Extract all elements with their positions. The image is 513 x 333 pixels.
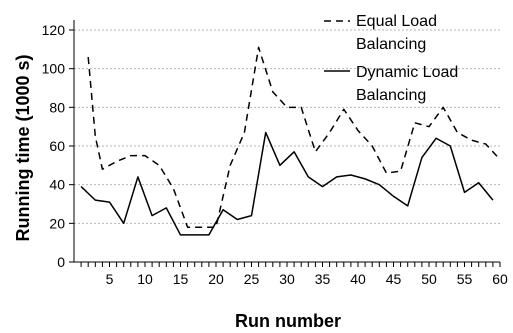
series-line-equal-load-balancing [87,46,501,228]
legend-label-equal-line1: Equal Load [356,13,437,30]
y-axis-title: Running time (1000 s) [13,54,33,241]
legend-label-equal-line2: Balancing [356,36,426,53]
y-tick-label-60: 60 [49,138,65,154]
x-tick-labels: 5 10 15 20 25 30 35 40 45 50 55 60 [106,271,508,287]
x-tick-label-25: 25 [244,271,260,287]
x-tick-label-50: 50 [421,271,437,287]
y-tick-labels: 0 20 40 60 80 100 120 [42,22,66,270]
y-tick-label-80: 80 [49,99,65,115]
x-tick-label-30: 30 [279,271,295,287]
y-tick-label-40: 40 [49,177,65,193]
legend-label-dynamic-line2: Balancing [356,87,426,104]
y-tick-label-0: 0 [57,254,65,270]
x-axis-title: Run number [235,311,341,331]
series-lines [80,46,501,236]
x-tick-label-10: 10 [137,271,153,287]
legend-label-dynamic-line1: Dynamic Load [356,64,458,81]
x-tick-label-55: 55 [457,271,473,287]
y-tick-label-20: 20 [49,215,65,231]
x-tick-label-45: 45 [386,271,402,287]
gridlines [74,29,500,224]
x-tick-label-20: 20 [208,271,224,287]
x-tick-label-5: 5 [106,271,114,287]
x-tick-label-15: 15 [173,271,189,287]
axes [69,20,501,267]
series-line-dynamic-load-balancing [80,131,494,236]
x-tick-label-60: 60 [492,271,508,287]
x-tick-label-40: 40 [350,271,366,287]
y-tick-label-120: 120 [42,22,66,38]
y-tick-label-100: 100 [42,61,66,77]
x-tick-label-35: 35 [315,271,331,287]
legend: Equal Load Balancing Dynamic Load Balanc… [324,13,458,104]
